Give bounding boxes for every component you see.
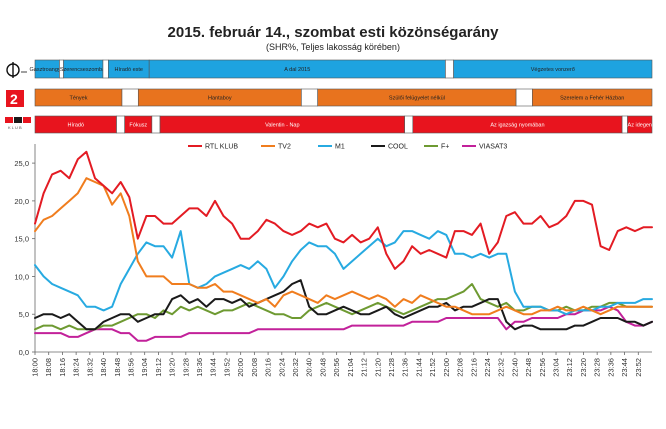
x-tick-label: 18:48: [113, 358, 122, 377]
program-label: Gasztroangyal: [29, 67, 64, 73]
legend-label: F+: [441, 144, 449, 151]
legend-label: M1: [335, 144, 345, 151]
x-tick-label: 22:08: [456, 358, 465, 377]
series-line-m1: [34, 230, 653, 316]
x-tick-label: 22:24: [483, 358, 492, 377]
legend-label: VIASAT3: [479, 144, 507, 151]
x-tick-label: 22:16: [469, 358, 478, 377]
y-tick-label: 0,0: [19, 348, 29, 357]
program-block: [404, 115, 414, 134]
x-tick-label: 20:16: [264, 358, 273, 377]
legend-label: RTL KLUB: [205, 144, 238, 151]
x-tick-label: 18:24: [72, 358, 81, 377]
x-tick-label: 20:32: [291, 358, 300, 377]
x-tick-label: 22:32: [497, 358, 506, 377]
program-label: Az igazság nyomában: [490, 123, 544, 129]
program-block: [102, 59, 109, 79]
x-tick-label: 21:12: [360, 358, 369, 377]
y-tick-label: 15,0: [14, 235, 29, 244]
program-label: Híradó este: [115, 67, 143, 73]
x-tick-label: 22:56: [538, 358, 547, 377]
series-line-cool: [34, 279, 653, 331]
x-tick-label: 18:56: [126, 358, 135, 377]
y-tick-label: 25,0: [14, 159, 29, 168]
program-label: Szerencseszombat: [60, 67, 107, 73]
x-tick-label: 21:52: [428, 358, 437, 377]
program-block: [121, 88, 139, 107]
program-block: [627, 115, 653, 134]
program-block: [453, 59, 653, 79]
chart-title: 2015. február 14., szombat esti közönség…: [167, 24, 499, 41]
x-tick-label: 19:52: [222, 358, 231, 377]
svg-text:K L U B: K L U B: [8, 125, 22, 130]
program-block: [151, 115, 161, 134]
x-tick-label: 18:40: [99, 358, 108, 377]
x-tick-label: 18:08: [44, 358, 53, 377]
program-label: Hantaboy: [208, 96, 232, 102]
series-line-tv2: [34, 177, 653, 316]
x-tick-label: 20:00: [236, 358, 245, 377]
program-label: Az idegen: [628, 123, 652, 129]
x-tick-label: 22:00: [442, 358, 451, 377]
series-line-rtl-klub: [34, 150, 653, 270]
x-tick-label: 18:16: [58, 358, 67, 377]
program-block: [532, 88, 653, 107]
y-tick-label: 10,0: [14, 272, 29, 281]
program-label: Híradó: [68, 123, 85, 129]
x-tick-label: 23:28: [593, 358, 602, 377]
x-tick-label: 21:28: [387, 358, 396, 377]
series-line-viasat3: [34, 305, 653, 342]
x-tick-label: 20:24: [277, 358, 286, 377]
tv2-logo-icon: 2: [6, 90, 24, 107]
chart-lines: [34, 150, 653, 342]
x-tick-label: 22:40: [510, 358, 519, 377]
program-block: [301, 88, 318, 107]
x-tick-label: 19:12: [154, 358, 163, 377]
legend-label: TV2: [278, 144, 291, 151]
chart-legend: RTL KLUB TV2 M1 COOL F+ VIASAT3: [188, 144, 507, 151]
x-tick-label: 23:20: [579, 358, 588, 377]
rtl-logo-icon: K L U B: [5, 117, 31, 130]
chart-axes: 0,0 5,0 10,0 15,0 20,0 25,0 18:00 18:08 18:16 18:…: [14, 144, 652, 377]
x-tick-label: 20:56: [332, 358, 341, 377]
x-tick-label: 18:00: [31, 358, 40, 377]
x-tick-label: 23:52: [634, 358, 643, 377]
program-label: A dal 2015: [284, 67, 310, 73]
program-label: Szülői felügyelet nélkül: [389, 96, 445, 102]
x-tick-label: 20:40: [305, 358, 314, 377]
y-tick-label: 20,0: [14, 197, 29, 206]
x-tick-label: 21:20: [373, 358, 382, 377]
chart-subtitle: (SHR%, Teljes lakosság körében): [266, 42, 400, 52]
program-label: Tények: [69, 96, 87, 102]
program-block: [515, 88, 533, 107]
x-tick-label: 19:04: [140, 358, 149, 377]
svg-text:2: 2: [10, 91, 18, 107]
x-tick-label: 23:44: [620, 358, 629, 377]
m1-logo-icon: [6, 62, 27, 78]
program-block: [116, 115, 125, 134]
x-tick-label: 22:48: [524, 358, 533, 377]
legend-label: COOL: [388, 144, 408, 151]
x-tick-label: 18:32: [85, 358, 94, 377]
program-label: Végzetes vonzerő: [531, 67, 575, 73]
program-block: [445, 59, 454, 79]
x-tick-label: 21:44: [414, 358, 423, 377]
x-tick-label: 20:08: [250, 358, 259, 377]
y-tick-label: 5,0: [19, 310, 29, 319]
program-label: Valentin - Nap: [265, 123, 299, 129]
x-tick-label: 19:20: [168, 358, 177, 377]
program-label: Szerelem a Fehér Házban: [560, 96, 624, 102]
program-label: Fókusz: [129, 123, 147, 129]
x-tick-label: 19:44: [209, 358, 218, 377]
x-tick-label: 19:28: [181, 358, 190, 377]
x-tick-label: 20:48: [318, 358, 327, 377]
x-tick-label: 21:04: [346, 358, 355, 377]
x-tick-label: 23:12: [565, 358, 574, 377]
x-tick-label: 23:04: [552, 358, 561, 377]
x-tick-label: 23:36: [606, 358, 615, 377]
x-tick-label: 21:36: [401, 358, 410, 377]
x-tick-label: 19:36: [195, 358, 204, 377]
